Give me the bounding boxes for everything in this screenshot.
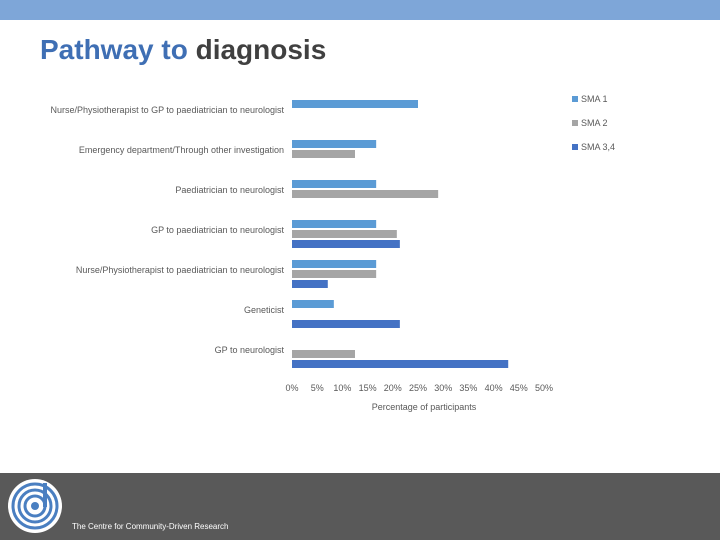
x-tick-label: 35% bbox=[459, 383, 477, 393]
x-tick-label: 40% bbox=[485, 383, 503, 393]
category-label: Paediatrician to neurologist bbox=[175, 185, 284, 195]
category-label: Nurse/Physiotherapist to paediatrician t… bbox=[76, 265, 285, 275]
legend-swatch bbox=[572, 144, 578, 150]
bar-chart: Nurse/Physiotherapist to GP to paediatri… bbox=[51, 94, 616, 412]
footer-text: The Centre for Community-Driven Research bbox=[72, 522, 229, 531]
bar-sma-1 bbox=[292, 180, 377, 188]
bar-sma-2 bbox=[292, 190, 439, 198]
x-tick-label: 15% bbox=[359, 383, 377, 393]
x-tick-label: 45% bbox=[510, 383, 528, 393]
bar-sma-2 bbox=[292, 150, 355, 158]
x-tick-label: 20% bbox=[384, 383, 402, 393]
bar-sma-1 bbox=[292, 100, 418, 108]
bar-sma-1 bbox=[292, 260, 377, 268]
category-label: Emergency department/Through other inves… bbox=[79, 145, 284, 155]
bar-sma-3-4 bbox=[292, 280, 328, 288]
x-tick-label: 0% bbox=[285, 383, 298, 393]
legend-swatch bbox=[572, 96, 578, 102]
title-part-2: diagnosis bbox=[195, 34, 327, 65]
page-title: Pathway to diagnosis bbox=[40, 34, 326, 66]
bar-sma-2 bbox=[292, 230, 397, 238]
title-part-1: Pathway to bbox=[40, 34, 188, 65]
bar-sma-3-4 bbox=[292, 320, 400, 328]
legend-swatch bbox=[572, 120, 578, 126]
x-tick-label: 10% bbox=[333, 383, 351, 393]
legend-label: SMA 2 bbox=[581, 118, 608, 128]
legend-label: SMA 1 bbox=[581, 94, 608, 104]
bar-sma-3-4 bbox=[292, 240, 400, 248]
legend-label: SMA 3,4 bbox=[581, 142, 615, 152]
bar-sma-3-4 bbox=[292, 360, 509, 368]
category-label: Geneticist bbox=[244, 305, 285, 315]
footer-bar: The Centre for Community-Driven Research bbox=[0, 473, 720, 540]
category-label: Nurse/Physiotherapist to GP to paediatri… bbox=[51, 105, 285, 115]
x-tick-label: 50% bbox=[535, 383, 553, 393]
bar-sma-2 bbox=[292, 270, 377, 278]
bar-sma-1 bbox=[292, 300, 334, 308]
bar-sma-2 bbox=[292, 350, 355, 358]
category-label: GP to paediatrician to neurologist bbox=[151, 225, 284, 235]
bar-sma-1 bbox=[292, 220, 377, 228]
category-label: GP to neurologist bbox=[215, 345, 285, 355]
x-tick-label: 5% bbox=[311, 383, 324, 393]
ccdr-logo-icon bbox=[8, 479, 62, 533]
bar-sma-1 bbox=[292, 140, 377, 148]
top-band bbox=[0, 0, 720, 20]
x-axis-title: Percentage of participants bbox=[372, 402, 477, 412]
x-tick-label: 30% bbox=[434, 383, 452, 393]
x-tick-label: 25% bbox=[409, 383, 427, 393]
